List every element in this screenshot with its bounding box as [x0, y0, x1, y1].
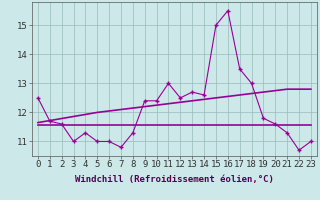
X-axis label: Windchill (Refroidissement éolien,°C): Windchill (Refroidissement éolien,°C) [75, 175, 274, 184]
